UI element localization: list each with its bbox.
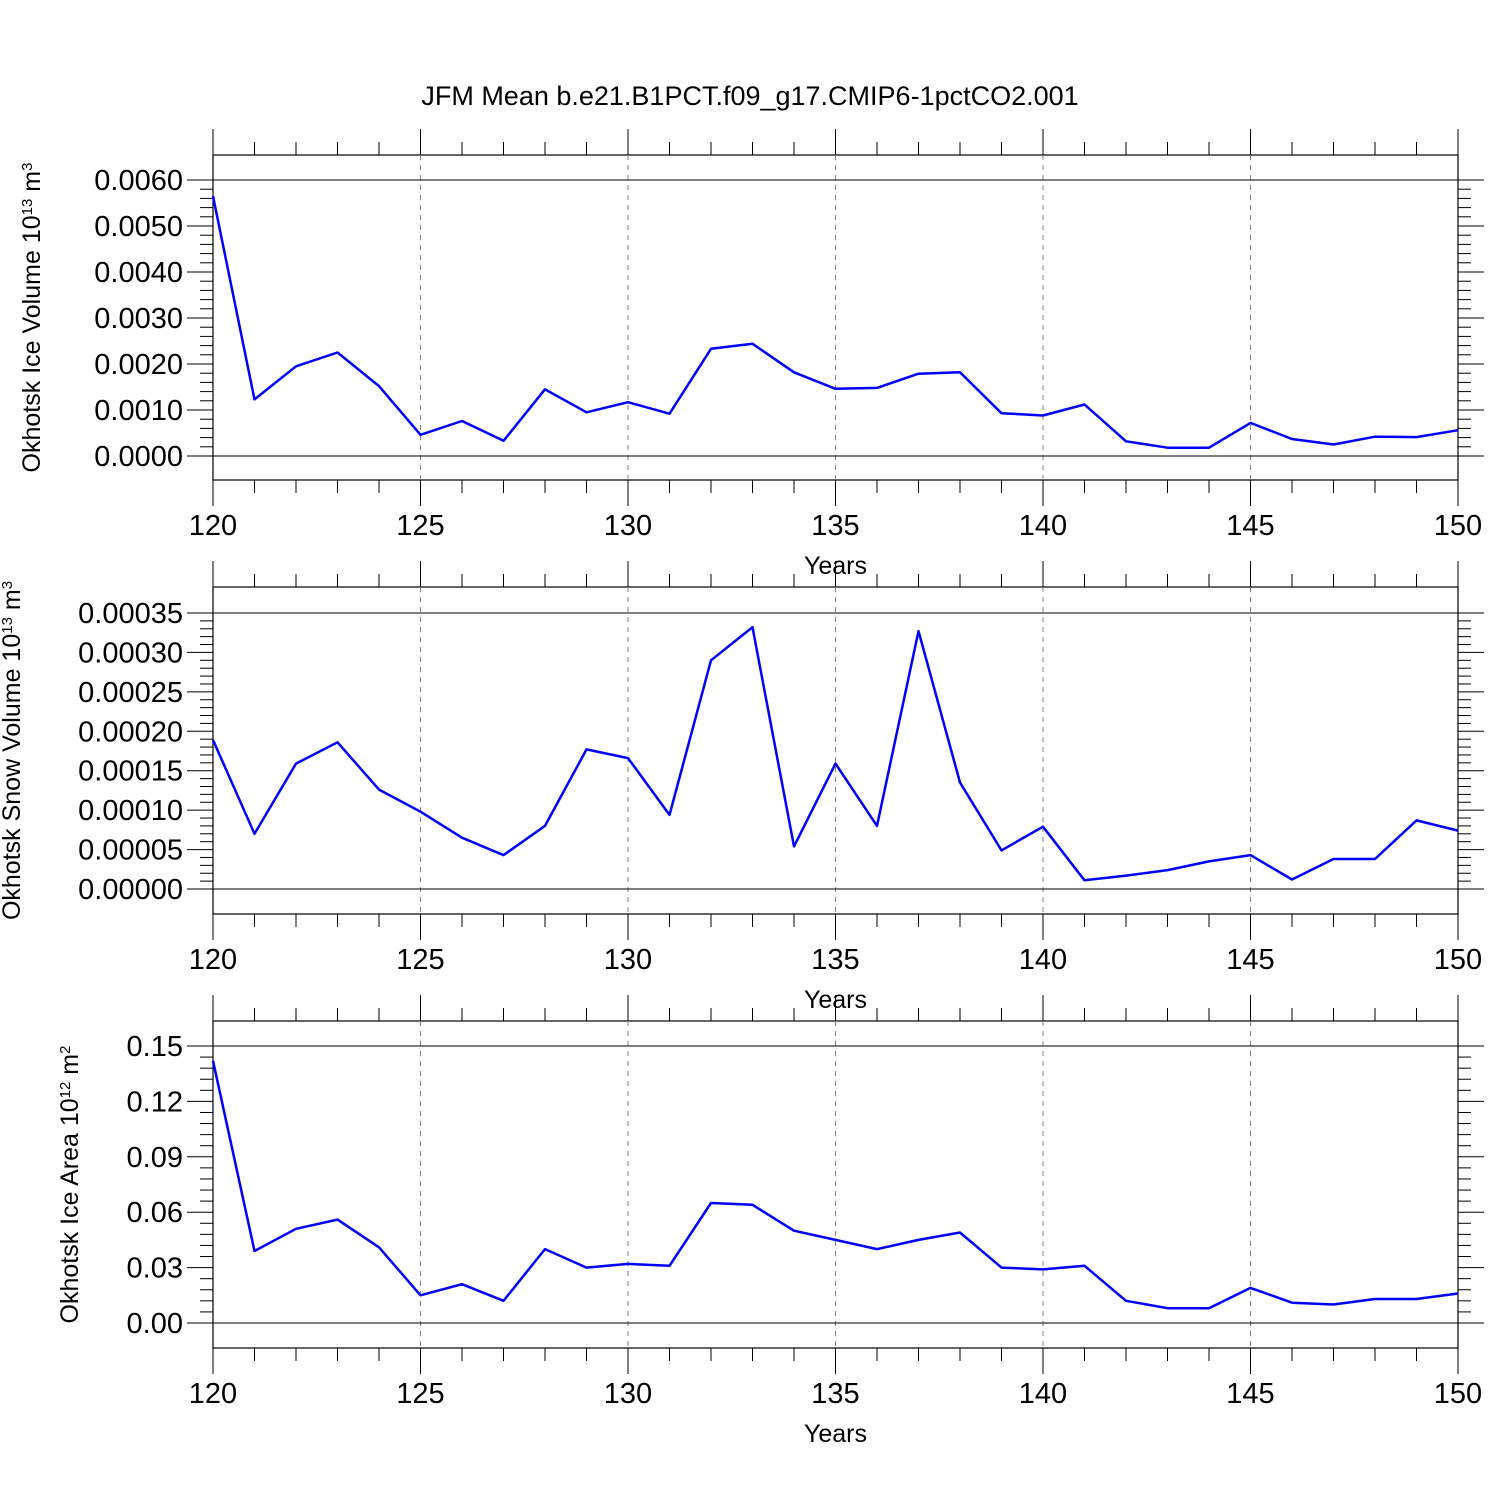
x-tick-label: 135 [811, 1378, 859, 1410]
y-axis-label-part: m [56, 1054, 84, 1082]
y-tick-label: 0.06 [127, 1197, 183, 1229]
chart-panels: 0.0000 0.0010 0.0020 0.0030 0.0040 0.0050 0.00… [0, 129, 1484, 1448]
y-tick-label: 0.0020 [94, 349, 183, 381]
y-tick-label: 0.0010 [94, 395, 183, 427]
figure-title: JFM Mean b.e21.B1PCT.f09_g17.CMIP6-1pctC… [421, 81, 1078, 111]
x-tick-label: 140 [1019, 510, 1067, 542]
x-tick-label: 125 [396, 510, 444, 542]
y-tick-label: 0.0040 [94, 257, 183, 289]
x-tick-label: 125 [396, 1378, 444, 1410]
chart-panel-2: 0.00000 0.00005 0.00010 0.00015 0.00020 0.000… [0, 561, 1484, 1014]
x-tick-label: 135 [811, 944, 859, 976]
y-axis-label: Okhotsk Ice Area 1012 m2 [56, 1046, 84, 1324]
y-tick-label: 0.0030 [94, 303, 183, 335]
series-line [211, 195, 1459, 449]
y-tick-label: 0.09 [127, 1142, 183, 1174]
y-tick-label: 0.00030 [78, 637, 183, 669]
x-tick-label: 130 [604, 510, 652, 542]
y-axis-label-part: Okhotsk Ice Area 10 [56, 1098, 84, 1323]
y-tick-label: 0.00020 [78, 716, 183, 748]
x-tick-label: 145 [1226, 510, 1274, 542]
y-tick-label: 0.03 [127, 1253, 183, 1285]
x-axis-label: Years [804, 1420, 867, 1448]
y-tick-label: 0.0000 [94, 441, 183, 473]
y-axis-label-superscript: 3 [0, 581, 16, 589]
x-tick-label: 140 [1019, 944, 1067, 976]
chart-panel-3: 0.00 0.03 0.06 0.09 0.12 0.15 120 125 130 135 140 1… [56, 995, 1484, 1448]
x-tick-label: 120 [189, 510, 237, 542]
y-tick-label: 0.0060 [94, 165, 183, 197]
y-tick-label: 0.15 [127, 1031, 183, 1063]
y-axis-label: Okhotsk Snow Volume 1013 m3 [0, 581, 26, 920]
x-tick-label: 120 [189, 1378, 237, 1410]
x-tick-label: 130 [604, 1378, 652, 1410]
y-tick-label: 0.00 [127, 1308, 183, 1340]
y-tick-label: 0.0050 [94, 211, 183, 243]
x-tick-label: 150 [1434, 944, 1482, 976]
x-tick-label: 125 [396, 944, 444, 976]
series-line [211, 625, 1459, 882]
y-axis-label-superscript: 12 [57, 1082, 74, 1099]
y-axis-label-superscript: 3 [19, 163, 36, 171]
y-tick-label: 0.00015 [78, 756, 183, 788]
y-tick-label: 0.00025 [78, 677, 183, 709]
y-axis-label-part: m [0, 589, 26, 617]
x-tick-label: 135 [811, 510, 859, 542]
y-axis-label: Okhotsk Ice Volume 1013 m3 [18, 163, 46, 473]
y-axis-label-part: m [18, 171, 46, 199]
x-tick-label: 145 [1226, 944, 1274, 976]
x-tick-label: 150 [1434, 510, 1482, 542]
y-tick-label: 0.00000 [78, 874, 183, 906]
x-tick-label: 150 [1434, 1378, 1482, 1410]
series-line [211, 1060, 1459, 1310]
x-tick-label: 130 [604, 944, 652, 976]
y-tick-label: 0.00035 [78, 598, 183, 630]
chart-panel-1: 0.0000 0.0010 0.0020 0.0030 0.0040 0.0050 0.00… [18, 129, 1484, 580]
x-tick-label: 145 [1226, 1378, 1274, 1410]
y-axis-label-part: Okhotsk Snow Volume 10 [0, 634, 26, 920]
y-tick-label: 0.00005 [78, 835, 183, 867]
y-tick-label: 0.00010 [78, 795, 183, 827]
y-axis-label-part: Okhotsk Ice Volume 10 [18, 215, 46, 472]
x-tick-label: 140 [1019, 1378, 1067, 1410]
x-tick-label: 120 [189, 944, 237, 976]
y-tick-label: 0.12 [127, 1086, 183, 1118]
y-axis-label-superscript: 13 [19, 199, 36, 216]
y-axis-label-superscript: 13 [0, 617, 16, 634]
y-axis-label-superscript: 2 [57, 1046, 74, 1054]
